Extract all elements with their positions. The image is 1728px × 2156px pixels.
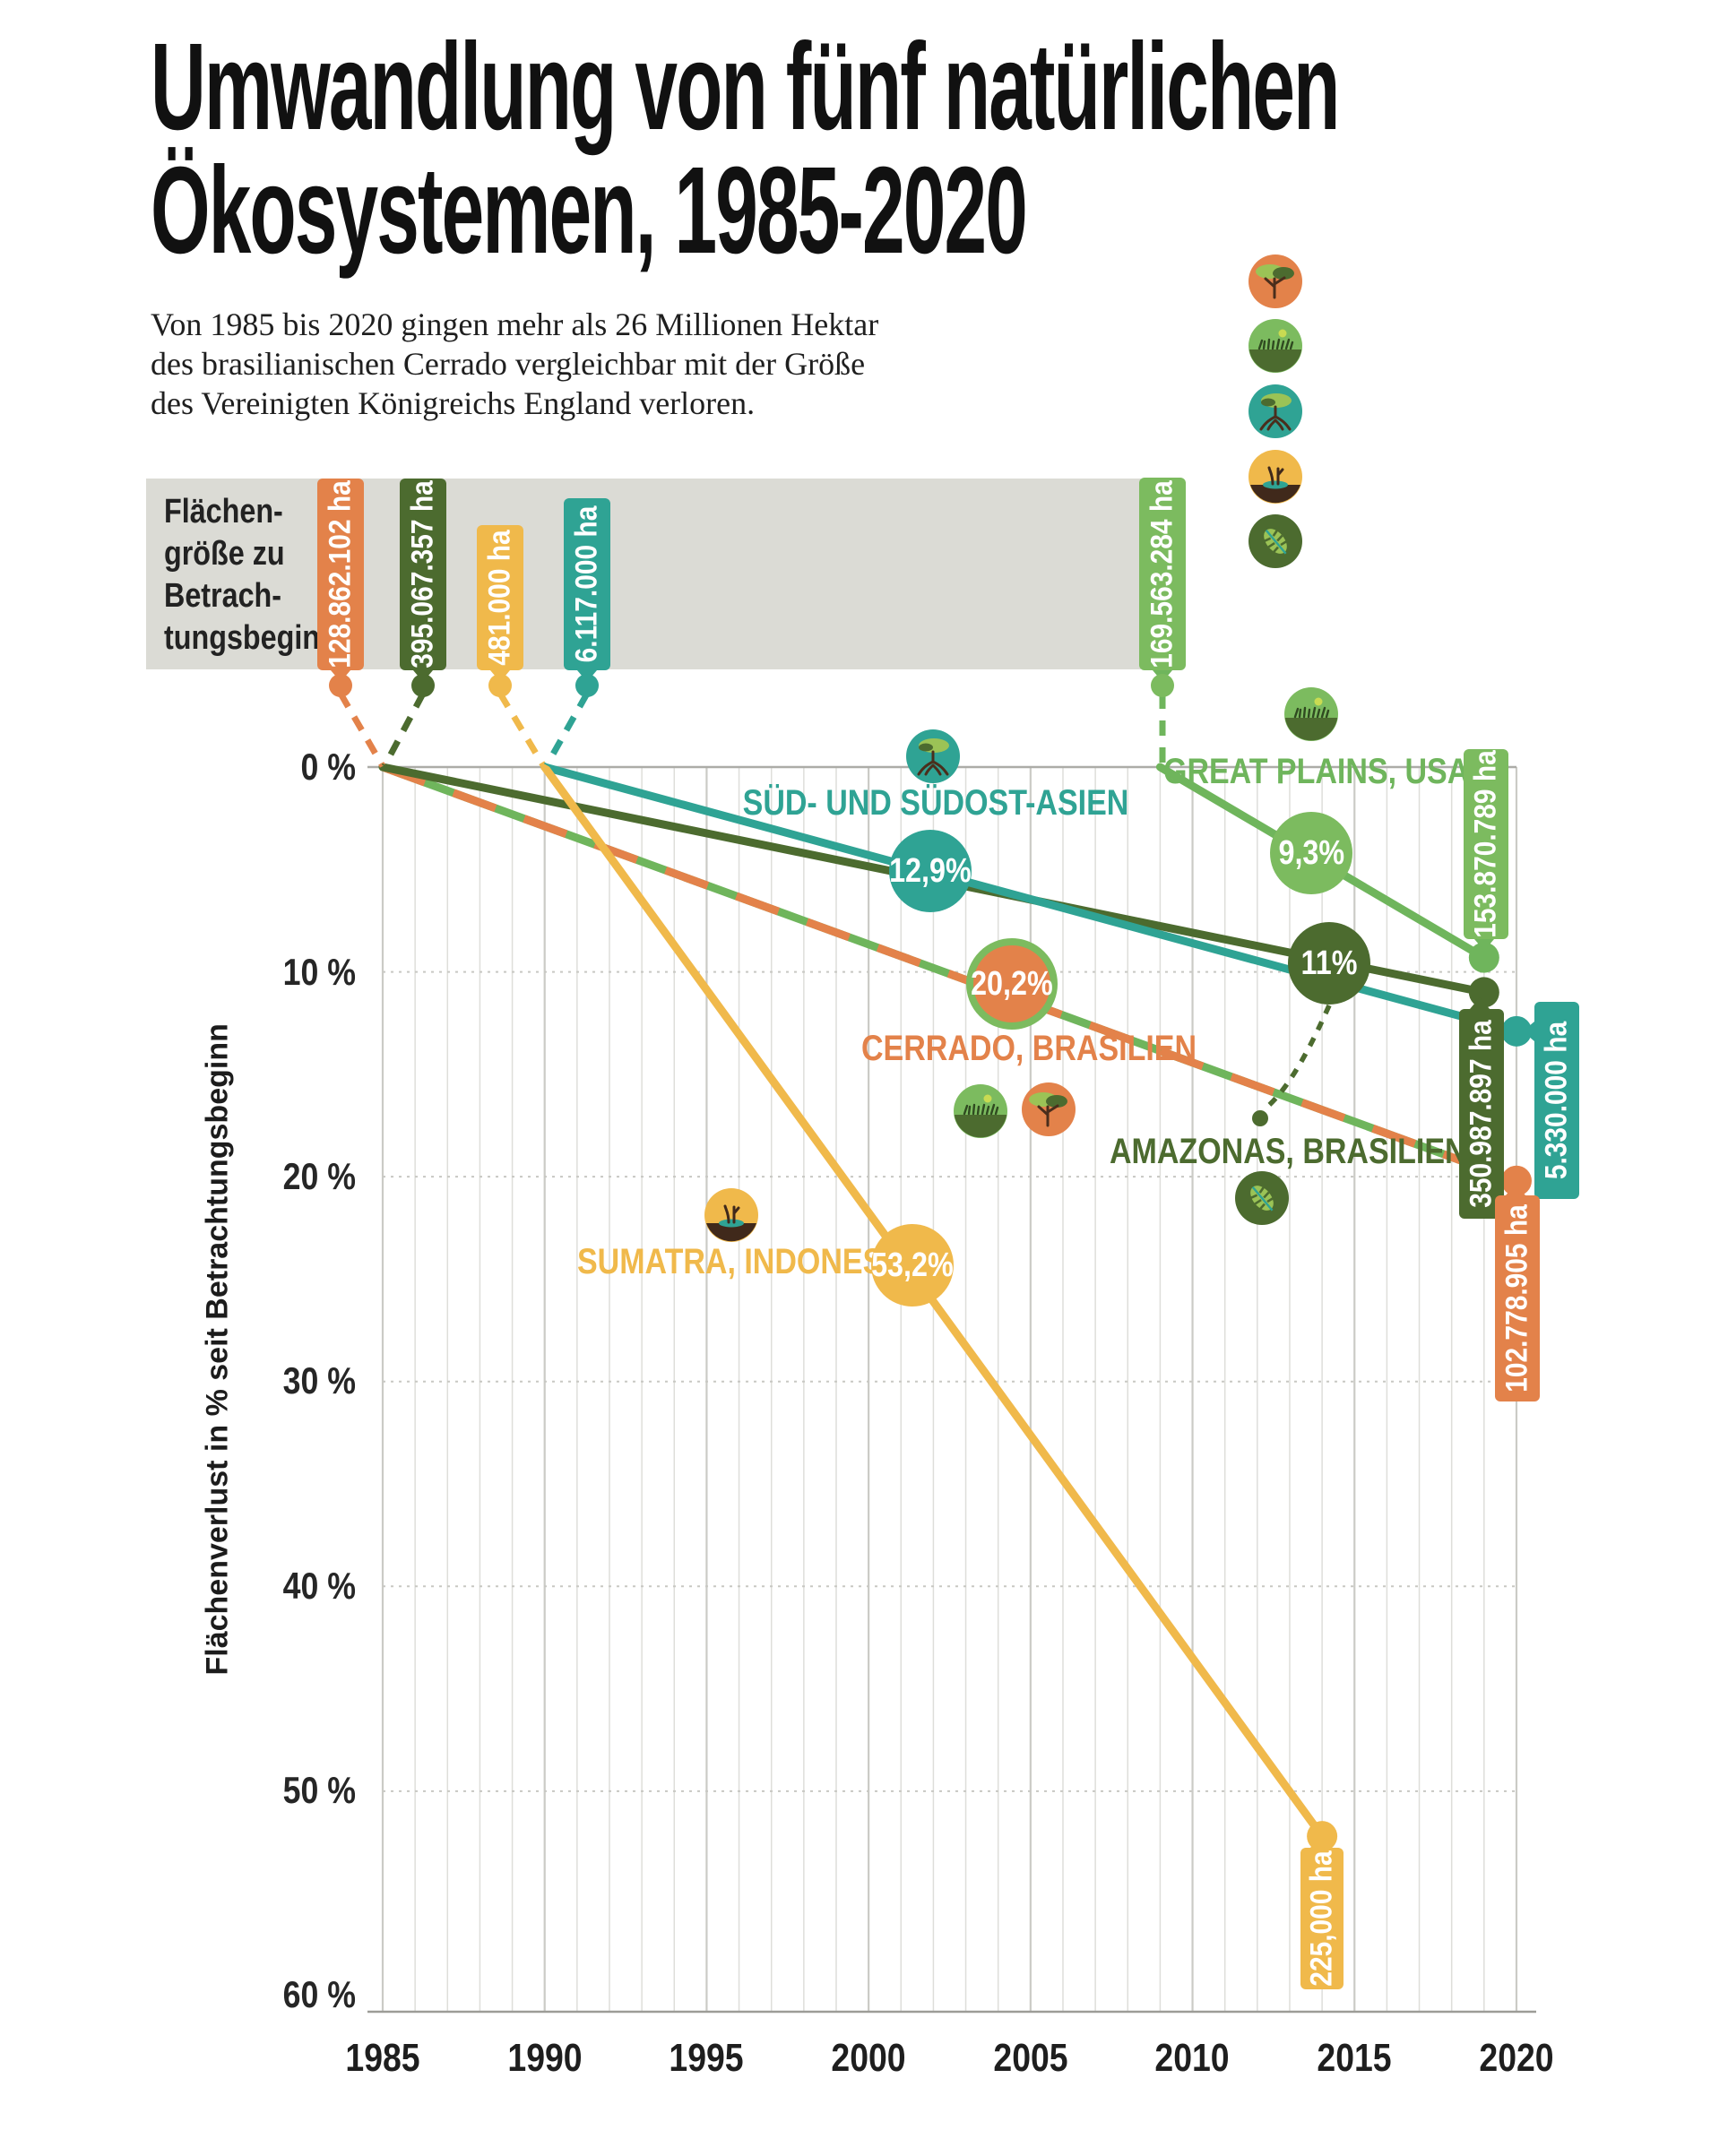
- subtitle-line-2: des brasilianischen Cerrado vergleichbar…: [151, 346, 866, 382]
- rainforest-leaf-icon: [1233, 1169, 1291, 1227]
- y-tick: 10 %: [282, 951, 356, 993]
- x-tick: 2010: [1154, 2036, 1230, 2080]
- end-area-value: 350.987.897 ha: [1464, 1020, 1499, 1208]
- x-tick: 2015: [1317, 2036, 1392, 2080]
- connector-regenwald: [381, 692, 427, 768]
- rainforest-leaf-icon: [1247, 513, 1304, 570]
- loss-bubble-savanne: 20,2%: [966, 938, 1058, 1030]
- region-label-regenwald: AMAZONAS, BRASILIEN: [1110, 1132, 1467, 1171]
- tag-pointer: [1506, 1184, 1525, 1195]
- end-area-tag-moore: 225,000 ha: [1300, 1836, 1344, 1989]
- end-area-tag-savanne: 102.778.905 ha: [1495, 1184, 1540, 1401]
- grassland-icon: [952, 1082, 1009, 1140]
- subtitle-line-3: des Vereinigten Königreichs England verl…: [151, 385, 756, 421]
- initial-area-value: 481.000 ha: [482, 530, 517, 666]
- title-line-2: Ökosystemen, 1985-2020: [151, 142, 1028, 280]
- moor-icon: [1247, 448, 1304, 505]
- y-tick: 0 %: [300, 746, 356, 788]
- region-label-savanne: CERRADO, BRASILIEN: [861, 1029, 1197, 1068]
- end-area-tag-regenwald: 350.987.897 ha: [1459, 997, 1504, 1219]
- loss-value: 11%: [1300, 944, 1358, 982]
- tag-dot: [488, 674, 512, 697]
- tag-connectors: [337, 692, 1332, 1126]
- initial-area-tag-moore: 481.000 ha: [477, 525, 523, 682]
- band-label: Flächen- größe zu Betrach- tungsbeginn: [164, 491, 338, 660]
- tag-dot: [575, 674, 599, 697]
- grassland-icon: [1283, 686, 1340, 743]
- end-area-value: 5.330.000 ha: [1539, 1021, 1574, 1180]
- y-tick: 30 %: [282, 1359, 356, 1401]
- tag-pointer: [1474, 939, 1494, 951]
- y-tick: 40 %: [282, 1565, 356, 1607]
- initial-area-band: [146, 479, 1141, 669]
- savanna-tree-icon: [1247, 253, 1304, 310]
- loss-bubble-mangroven: 12,9%: [889, 830, 972, 912]
- loss-bubble-moore: 53,2%: [871, 1224, 954, 1307]
- amazonas-callout-dot: [1252, 1110, 1268, 1126]
- tag-dot: [1151, 674, 1174, 697]
- initial-area-tag-savanne: 128.862.102 ha: [317, 479, 364, 682]
- tag-dot: [411, 674, 435, 697]
- end-area-value: 102.778.905 ha: [1499, 1204, 1534, 1393]
- initial-area-value: 169.563.284 ha: [1145, 479, 1179, 668]
- savanna-tree-icon: [1020, 1081, 1077, 1138]
- initial-area-value: 128.862.102 ha: [323, 480, 358, 668]
- tag-pointer: [1470, 997, 1490, 1009]
- region-label-mangroven: SÜD- UND SÜDOST-ASIEN: [742, 783, 1129, 823]
- connector-mangroven: [543, 692, 591, 767]
- band-label-line: tungsbeginn: [164, 619, 338, 657]
- x-tick: 1995: [669, 2036, 744, 2080]
- loss-bubble-regenwald: 11%: [1288, 922, 1370, 1005]
- band-label-line: Flächen-: [164, 493, 283, 530]
- band-label-line: Betrach-: [164, 577, 282, 615]
- loss-value: 9,3%: [1278, 833, 1344, 872]
- tag-pointer: [1523, 1022, 1534, 1041]
- end-area-value: 225,000 ha: [1304, 1850, 1339, 1987]
- mangrove-icon: [1247, 383, 1304, 440]
- tag-pointer: [1310, 1836, 1330, 1848]
- x-tick: 2005: [993, 2036, 1068, 2080]
- x-tick: 2000: [831, 2036, 906, 2080]
- x-tick: 1985: [345, 2036, 420, 2080]
- end-area-tag-grasland: 153.870.789 ha: [1464, 749, 1508, 951]
- x-tick: 2020: [1479, 2036, 1554, 2080]
- band-label-line: größe zu: [164, 535, 285, 573]
- mangrove-icon: [904, 728, 962, 785]
- page-title: Umwandlung von fünf natürlichen Ökosyste…: [151, 18, 1340, 280]
- end-area-value: 153.870.789 ha: [1468, 750, 1503, 938]
- loss-value: 53,2%: [871, 1246, 954, 1284]
- chart-icons: [703, 253, 1340, 1244]
- series-lines: [378, 763, 1532, 1852]
- series-line-dash-savanne: [381, 763, 1518, 1185]
- initial-area-value: 6.117.000 ha: [569, 505, 604, 663]
- subtitle: Von 1985 bis 2020 gingen mehr als 26 Mil…: [151, 305, 878, 423]
- loss-value: 12,9%: [889, 851, 972, 890]
- loss-bubble-grasland: 9,3%: [1270, 812, 1352, 894]
- initial-area-tag-grasland: 169.563.284 ha: [1139, 478, 1186, 682]
- y-tick: 20 %: [282, 1155, 356, 1197]
- end-area-tag-mangroven: 5.330.000 ha: [1523, 1002, 1579, 1199]
- moor-icon: [703, 1186, 760, 1244]
- initial-area-value: 395.067.357 ha: [405, 480, 440, 668]
- loss-value: 20,2%: [971, 964, 1053, 1003]
- tag-dot: [329, 674, 352, 697]
- region-label-grasland: GREAT PLAINS, USA: [1163, 752, 1470, 791]
- y-tick: 60 %: [282, 1973, 356, 2015]
- subtitle-line-1: Von 1985 bis 2020 gingen mehr als 26 Mil…: [151, 306, 879, 342]
- initial-area-tag-mangroven: 6.117.000 ha: [564, 498, 610, 682]
- connector-savanne: [337, 692, 386, 768]
- title-line-1: Umwandlung von fünf natürlichen: [151, 18, 1340, 156]
- series-line-moore: [540, 763, 1326, 1841]
- x-tick: 1990: [507, 2036, 583, 2080]
- grassland-icon: [1247, 317, 1304, 375]
- initial-area-tag-regenwald: 395.067.357 ha: [400, 479, 446, 682]
- amazonas-callout-curve: [1261, 1004, 1332, 1113]
- region-label-moore: SUMATRA, INDONESIEN: [577, 1242, 934, 1281]
- y-tick: 50 %: [282, 1769, 356, 1811]
- connector-moore: [497, 692, 547, 767]
